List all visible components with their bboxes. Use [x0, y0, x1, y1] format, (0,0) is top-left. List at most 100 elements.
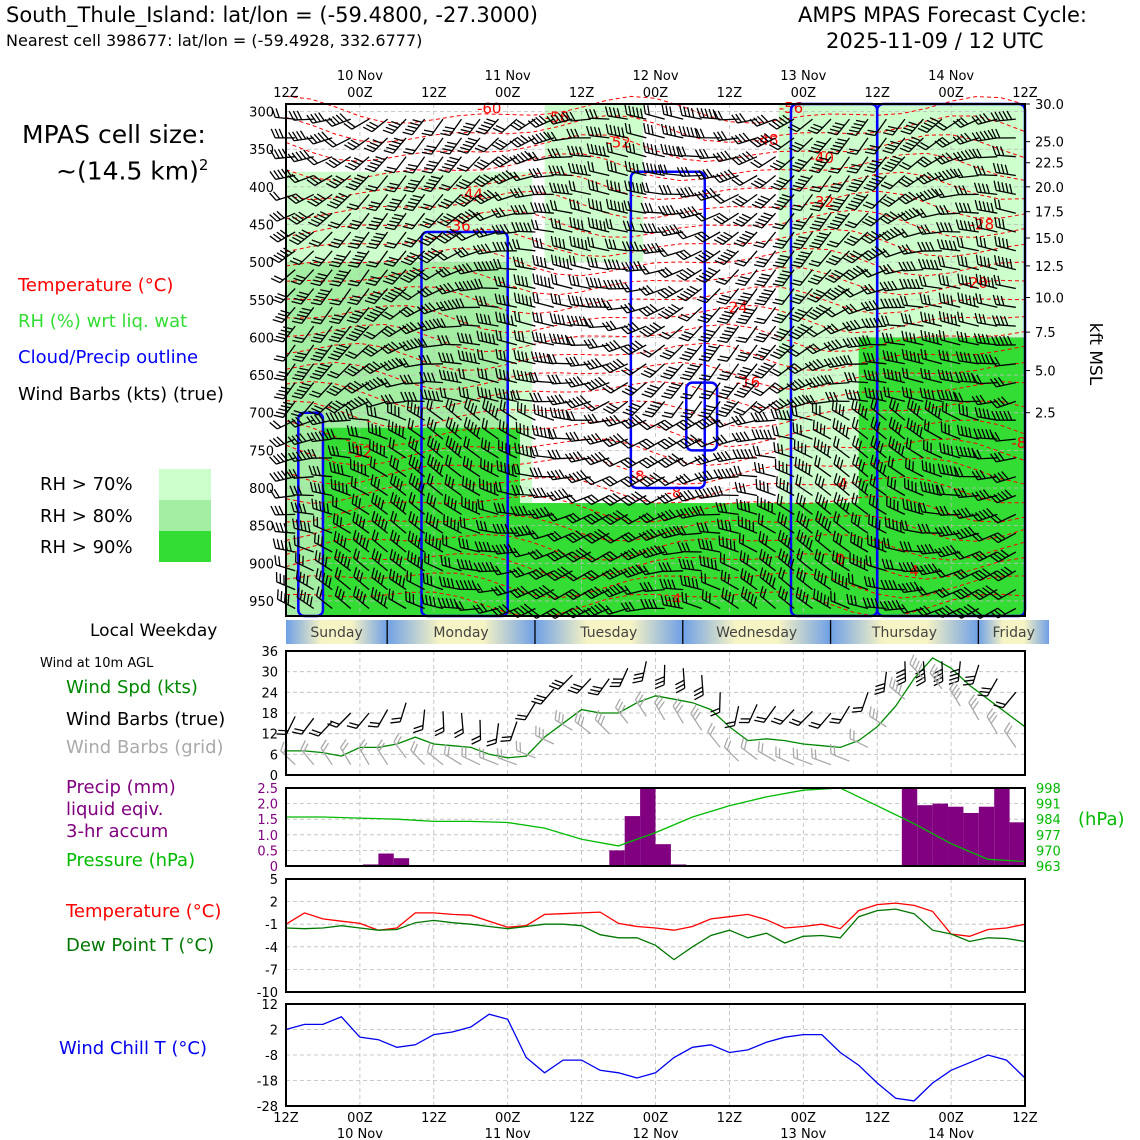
- xsec-wind-barb-542-stroke: [679, 363, 703, 381]
- chill-tick-4: -28: [257, 1100, 278, 1115]
- legend-cloud: Cloud/Precip outline: [18, 347, 199, 368]
- xsec-wind-barb-881: [292, 518, 314, 534]
- xsec-wind-barb-226-stroke: [752, 212, 777, 229]
- xsec-wind-barb-51: [474, 137, 499, 153]
- xsec-wind-barb-103-stroke: [694, 148, 721, 160]
- xsec-wind-barb-191-stroke: [845, 193, 869, 211]
- xsec-wind-barb-344: [715, 269, 740, 285]
- xsec-wind-barb-201: [288, 211, 315, 225]
- xsec-wind-barb-581: [661, 382, 684, 399]
- height-tick-6: 12.5: [1035, 260, 1064, 275]
- xsec-wind-barb-659-stroke: [620, 414, 647, 429]
- xsec-wind-barb-696: [565, 431, 591, 442]
- xsec-wind-barb-905: [737, 515, 758, 534]
- xsec-wind-barb-697-stroke: [583, 433, 610, 445]
- xsec-wind-barb-46: [383, 137, 407, 154]
- xsec-wind-barb-1043-stroke: [334, 585, 352, 609]
- xsec-wind-barb-793-stroke: [887, 455, 906, 478]
- precip-bar-7: [393, 858, 410, 866]
- xsec-wind-barb-776-stroke: [564, 470, 591, 484]
- xsec-wind-barb-213: [510, 204, 536, 215]
- xsec-wind-barb-435: [919, 293, 943, 308]
- xsec-wind-barb-523-stroke: [327, 363, 352, 379]
- xsec-wind-barb-68: [788, 137, 813, 153]
- wind-barb-true-80: [754, 705, 777, 723]
- xsec-wind-barb-818-stroke: [602, 493, 629, 506]
- xsec-wind-barb-293: [511, 238, 536, 252]
- wind-barb-grid-44-stroke: [535, 725, 555, 745]
- xsec-wind-barb-468-stroke: [788, 323, 813, 340]
- xsec-wind-barb-857-stroke: [583, 511, 610, 525]
- xsec-wind-barb-962-stroke: [314, 550, 333, 572]
- wind-barb-grid-71-stroke: [707, 722, 721, 748]
- xsec-wind-barb-417: [584, 297, 610, 308]
- wind-barb-grid-32: [461, 746, 481, 766]
- xsec-wind-barb-813-stroke: [511, 484, 536, 497]
- xsec-wind-barb-134: [528, 167, 554, 179]
- xsec-wind-barb-69-stroke: [808, 137, 832, 154]
- xsec-wind-barb-663: [694, 415, 721, 430]
- xsec-wind-barb-271: [843, 231, 869, 247]
- xsec-wind-barb-900: [638, 528, 665, 541]
- xsec-wind-barb-1007: [406, 570, 425, 591]
- xsec-wind-barb-1053: [509, 603, 536, 618]
- xsec-wind-barb-46-stroke: [383, 137, 407, 154]
- xsec-wind-barb-779-stroke: [620, 474, 647, 488]
- xsec-wind-barb-1063: [701, 589, 721, 610]
- xsec-wind-barb-515: [920, 329, 943, 346]
- xsec-wind-barb-189-stroke: [809, 194, 832, 212]
- xsec-wind-barb-1009-stroke: [438, 576, 462, 591]
- xsec-wind-barb-276: [935, 222, 961, 233]
- xsec-wind-barb-182-stroke: [676, 186, 702, 198]
- xsec-wind-barb-3-stroke: [324, 113, 351, 127]
- xsec-wind-barb-377-stroke: [585, 276, 610, 290]
- xsec-wind-barb-93: [509, 150, 536, 165]
- xsec-wind-barb-225: [732, 212, 758, 227]
- xsec-wind-barb-8: [421, 118, 444, 136]
- height-tick-5: 15.0: [1035, 232, 1064, 247]
- xsec-wind-barb-522-stroke: [309, 363, 333, 380]
- xsec-wind-barb-460-stroke: [639, 322, 666, 338]
- xsec-wind-barb-100: [642, 142, 665, 158]
- xsec-wind-barb-838-stroke: [971, 489, 998, 502]
- xsec-wind-barb-52: [491, 137, 518, 151]
- xsec-wind-barb-731-stroke: [480, 437, 499, 459]
- xsec-wind-barb-147-stroke: [770, 175, 795, 191]
- xsec-wind-barb-268: [791, 231, 814, 250]
- xsec-wind-barb-309: [808, 250, 832, 267]
- xsec-wind-barb-8-stroke: [421, 118, 444, 136]
- xsec-wind-barb-331-stroke: [473, 260, 499, 272]
- xsec-wind-barb-216-stroke: [569, 198, 591, 214]
- xsec-wind-barb-432: [860, 300, 887, 312]
- top-time-label-0: 12Z: [273, 86, 299, 101]
- xsec-wind-barb-576: [564, 376, 591, 388]
- weekday-cell-0: [286, 620, 388, 644]
- xsec-wind-barb-31-stroke: [846, 118, 869, 136]
- xsec-wind-barb-383-stroke: [696, 288, 721, 304]
- xsec-wind-barb-895-stroke: [546, 530, 573, 542]
- xsec-wind-barb-329-stroke: [435, 266, 462, 278]
- xsec-wind-barb-913-stroke: [884, 516, 906, 534]
- xsec-wind-barb-882: [312, 515, 333, 534]
- precip-tick-1: 0.5: [257, 844, 278, 859]
- xsec-wind-barb-293-stroke: [511, 238, 536, 252]
- xsec-wind-barb-283-stroke: [329, 250, 352, 268]
- xsec-wind-barb-64: [713, 130, 739, 142]
- xsec-wind-barb-766: [389, 455, 407, 478]
- xsec-wind-barb-1004-stroke: [353, 567, 370, 591]
- xsec-wind-barb-379: [620, 282, 647, 293]
- xsec-wind-barb-372-stroke: [493, 275, 517, 290]
- xsec-wind-barb-462-stroke: [678, 325, 703, 342]
- xsec-wind-barb-495-stroke: [548, 333, 573, 346]
- wind-barb-grid-56-stroke: [614, 698, 629, 724]
- xsec-wind-barb-732-stroke: [498, 439, 518, 459]
- bottom-time-label-3: 00Z: [495, 1111, 521, 1126]
- xsec-wind-barb-499-stroke: [620, 340, 647, 356]
- xsec-wind-barb-879: [989, 513, 1017, 524]
- cell-size-exponent: 2: [198, 156, 209, 174]
- xsec-wind-barb-794: [904, 457, 924, 478]
- xsec-wind-barb-281-stroke: [289, 250, 315, 266]
- xsec-wind-barb-568-stroke: [419, 371, 444, 384]
- xsec-wind-barb-412: [494, 293, 518, 308]
- xsec-wind-barb-499: [620, 340, 647, 356]
